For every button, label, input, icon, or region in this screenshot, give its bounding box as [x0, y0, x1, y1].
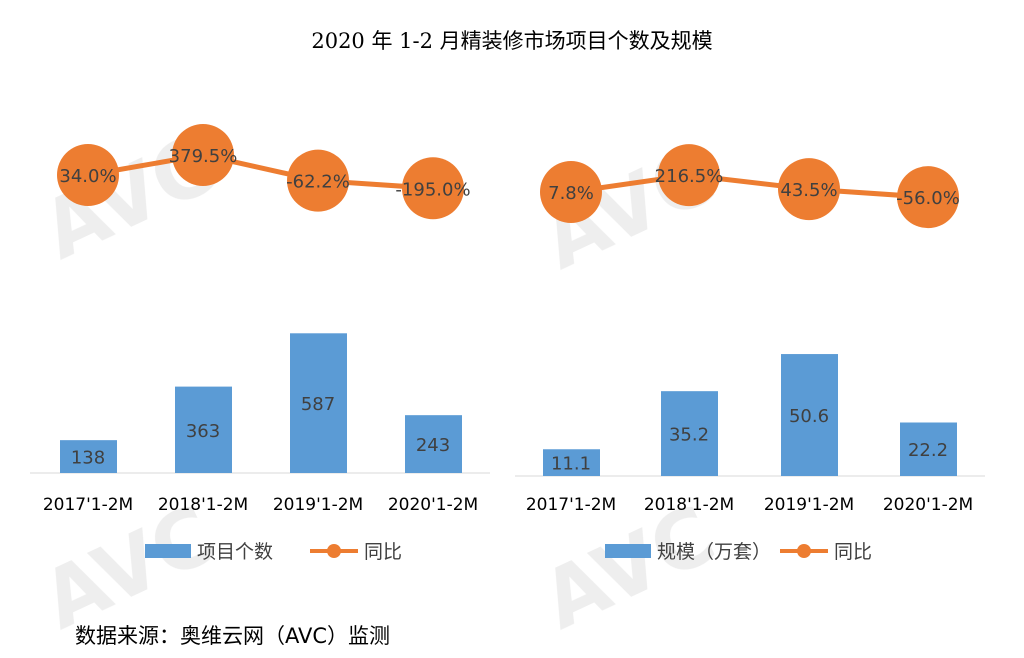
line-label: 379.5%	[169, 146, 238, 167]
line-label: -195.0%	[395, 179, 470, 200]
line-point	[287, 149, 349, 212]
chart-2: 11.1 2017'1-2M 35.2 2018'1-2M 50.6 2019'1-2M 2…	[515, 144, 985, 563]
line-series	[87, 152, 434, 191]
legend-line-marker	[327, 544, 341, 558]
bar	[661, 391, 718, 476]
bar-label: 363	[186, 421, 220, 442]
bar-label: 587	[301, 394, 335, 415]
bar-label: 138	[71, 448, 105, 469]
legend-bar-label: 规模（万套）	[657, 541, 771, 563]
bar-label: 35.2	[669, 425, 709, 446]
bar	[60, 440, 117, 473]
line-label: 7.8%	[548, 183, 594, 204]
bar-label: 22.2	[908, 440, 948, 461]
line-point	[897, 166, 959, 229]
bar	[781, 354, 838, 476]
category-label: 2017'1-2M	[526, 495, 616, 515]
bar-label: 50.6	[789, 406, 829, 427]
bar-label: 11.1	[551, 454, 591, 475]
legend-line-label: 同比	[364, 541, 402, 563]
line-label: 34.0%	[59, 166, 116, 187]
bar	[543, 449, 600, 476]
line-label: 216.5%	[655, 166, 724, 187]
category-label: 2020'1-2M	[883, 495, 973, 515]
line-label: -56.0%	[896, 188, 960, 209]
source-note: 数据来源：奥维云网（AVC）监测	[75, 624, 390, 648]
legend-bar-swatch	[605, 544, 651, 558]
bar	[900, 422, 957, 476]
line-point	[57, 144, 119, 206]
category-label: 2017'1-2M	[43, 495, 133, 515]
line-point	[402, 157, 464, 220]
bar	[175, 386, 232, 473]
legend-bar-swatch	[145, 544, 191, 558]
legend-line-label: 同比	[834, 541, 872, 563]
category-label: 2018'1-2M	[158, 495, 248, 515]
legend-line-marker	[797, 544, 811, 558]
category-label: 2019'1-2M	[273, 495, 363, 515]
watermark: AVC AVC AVC AVC	[29, 118, 729, 647]
line-point	[172, 123, 234, 186]
line-point	[778, 158, 840, 221]
category-label: 2020'1-2M	[388, 495, 478, 515]
line-point	[540, 161, 602, 223]
category-label: 2018'1-2M	[644, 495, 734, 515]
category-label: 2019'1-2M	[764, 495, 854, 515]
chart-1: 138 2017'1-2M 363 2018'1-2M 587 2019'1-2M 243 2…	[30, 123, 490, 563]
bar	[405, 415, 462, 473]
chart-title: 2020 年 1-2 月精装修市场项目个数及规模	[311, 29, 712, 53]
line-label: 43.5%	[780, 180, 837, 201]
legend-bar-label: 项目个数	[197, 541, 273, 563]
bar-label: 243	[416, 435, 450, 456]
bar	[290, 333, 347, 473]
line-series	[570, 172, 929, 200]
line-point	[658, 144, 720, 207]
line-label: -62.2%	[286, 172, 350, 193]
